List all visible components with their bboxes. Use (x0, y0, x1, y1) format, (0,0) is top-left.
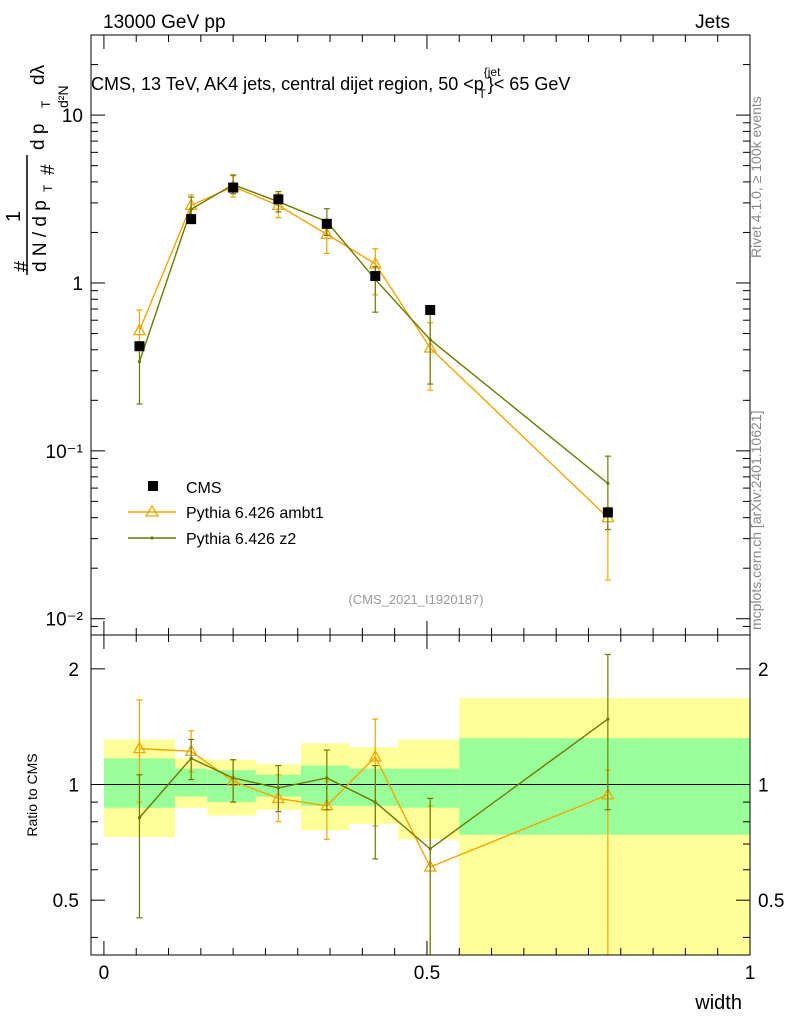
cms-data-point (425, 305, 436, 316)
ratio-z2-marker (606, 717, 610, 721)
main-y-tick-label: 10⁻¹ (46, 442, 84, 463)
z2-marker (606, 481, 610, 485)
plot-title: CMS, 13 TeV, AK4 jets, central dijet reg… (91, 65, 570, 101)
ratio-z2-marker (373, 800, 377, 804)
ratio-band-green (397, 768, 460, 808)
ratio-z2-marker (231, 776, 235, 780)
ratio-y-tick-label-left: 2 (68, 660, 79, 681)
ratio-ticks: 0 0.5 1 2 2 1 1 0.5 0.5 (53, 635, 784, 984)
ratio-z2-line (138, 718, 609, 850)
ratio-ambt1-line (139, 747, 609, 868)
analysis-watermark: (CMS_2021_I1920187) (348, 592, 483, 607)
ratio-bands (103, 697, 750, 955)
ratio-y-tick-label-left: 1 (68, 776, 79, 797)
legend-ambt1-label: Pythia 6.426 ambt1 (186, 505, 324, 522)
main-panel: 10 1 10⁻¹ 10⁻² CMS, 13 TeV, AK4 jets, centr… (3, 34, 751, 636)
title-sub: T (478, 87, 486, 101)
ratio-y-tick-label-right: 1 (758, 776, 769, 797)
legend-z2-label: Pythia 6.426 z2 (186, 531, 296, 548)
ylabel-dpT-T: T (39, 100, 53, 108)
title-sup: {jet (484, 65, 501, 79)
ratio-ambt1-marker (132, 741, 147, 754)
cms-data-point (321, 218, 332, 229)
ylabel-hash2: # (38, 164, 59, 175)
z2-marker (189, 207, 193, 211)
ratio-z2-marker (189, 756, 193, 760)
legend-z2-marker (150, 536, 154, 540)
x-tick-label: 1 (745, 963, 756, 984)
legend: CMS Pythia 6.426 ambt1 Pythia 6.426 z2 (128, 480, 324, 548)
ratio-ambt1-marker (368, 749, 382, 762)
main-ticks: 10 1 10⁻¹ 10⁻² (46, 34, 751, 636)
title-prefix: CMS, 13 TeV, AK4 jets, central dijet reg… (91, 74, 484, 94)
y-axis-label: # 1 d N / d p T # d p T dλ d²N (3, 64, 71, 275)
ratio-y-tick-label-right: 2 (758, 660, 769, 681)
ambt1-line (138, 185, 609, 519)
ratio-z2-marker (276, 786, 280, 790)
ratio-panel: 0 0.5 1 2 2 1 1 0.5 0.5 Ratio to CMS width (24, 634, 784, 1014)
ambt1-marker (132, 323, 147, 336)
ratio-z2-marker (325, 776, 329, 780)
ratio-band-green (207, 770, 256, 803)
cms-data-point (228, 182, 239, 193)
cms-data-point (186, 214, 197, 225)
ratio-band-green (103, 758, 143, 808)
cms-data-point (370, 271, 381, 282)
legend-cms-marker (148, 481, 158, 491)
cms-data-point (273, 194, 284, 205)
ylabel-d2N: d²N (55, 85, 71, 108)
cms-data-point (602, 507, 613, 518)
mcplots-label: mcplots.cern.ch [arXiv:2401.10621] (748, 411, 764, 630)
ratio-z2-marker (137, 816, 142, 820)
title-suffix: }< 65 GeV (488, 74, 571, 94)
legend-ambt1-marker (144, 504, 160, 517)
main-y-tick-label: 10⁻² (46, 610, 84, 631)
ratio-band-green (459, 738, 750, 835)
x-tick-label: 0 (99, 963, 110, 984)
x-axis-label: width (694, 992, 742, 1014)
ratio-y-tick-label-left: 0.5 (53, 891, 79, 912)
ylabel-den: d N / d p (30, 200, 51, 272)
rivet-label: Rivet 4.1.0, ≥ 100k events (748, 96, 764, 258)
ratio-frame (90, 634, 751, 956)
ratio-ylabel: Ratio to CMS (24, 753, 40, 836)
ambt1-marker (320, 226, 334, 239)
z2-marker (137, 360, 142, 364)
ylabel-dlambda: dλ (28, 64, 49, 85)
ylabel-dpT: d p (28, 124, 49, 150)
main-y-tick-label: 10 (62, 106, 83, 127)
header-left: 13000 GeV pp (103, 12, 226, 33)
z2-line (138, 183, 609, 484)
ratio-z2-marker (428, 847, 432, 851)
legend-cms-label: CMS (186, 480, 222, 497)
ratio-marks (91, 653, 750, 955)
main-y-tick-label: 1 (72, 274, 83, 295)
cms-data-point (134, 341, 145, 352)
z2-marker (428, 337, 432, 342)
ylabel-den-T: T (41, 184, 55, 192)
ratio-y-tick-label-right: 0.5 (758, 891, 784, 912)
header-right: Jets (695, 12, 730, 33)
main-marks (132, 174, 615, 581)
x-tick-label: 0.5 (414, 963, 440, 984)
ylabel-one: 1 (3, 211, 25, 222)
